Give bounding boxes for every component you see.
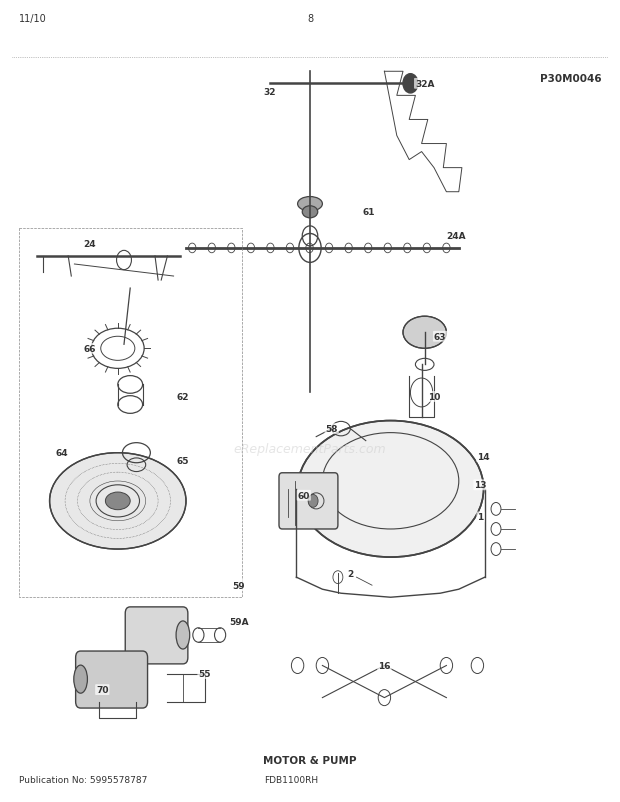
Text: 2: 2 xyxy=(347,569,353,578)
Text: 10: 10 xyxy=(428,392,440,402)
Text: 65: 65 xyxy=(177,456,189,466)
Ellipse shape xyxy=(105,492,130,510)
FancyBboxPatch shape xyxy=(125,607,188,664)
Text: 60: 60 xyxy=(298,491,310,500)
Text: 8: 8 xyxy=(307,14,313,24)
Text: 64: 64 xyxy=(56,448,68,458)
Text: 59A: 59A xyxy=(229,617,249,626)
Text: eReplacementParts.com: eReplacementParts.com xyxy=(234,443,386,456)
FancyBboxPatch shape xyxy=(76,651,148,708)
Text: 16: 16 xyxy=(378,661,391,670)
Ellipse shape xyxy=(303,206,317,218)
Text: 32A: 32A xyxy=(415,79,435,89)
FancyBboxPatch shape xyxy=(279,473,338,529)
Text: 1: 1 xyxy=(477,512,484,522)
Text: 32: 32 xyxy=(264,87,276,97)
Ellipse shape xyxy=(403,317,446,349)
Ellipse shape xyxy=(74,665,87,693)
Text: 62: 62 xyxy=(177,392,189,402)
Text: 24: 24 xyxy=(84,240,96,249)
Text: FDB1100RH: FDB1100RH xyxy=(264,775,319,784)
Text: MOTOR & PUMP: MOTOR & PUMP xyxy=(264,755,356,765)
Text: 61: 61 xyxy=(363,208,375,217)
Text: 63: 63 xyxy=(434,332,446,342)
Ellipse shape xyxy=(298,197,322,212)
Circle shape xyxy=(308,495,318,508)
Ellipse shape xyxy=(50,453,186,549)
Text: 66: 66 xyxy=(84,344,96,354)
Text: Publication No: 5995578787: Publication No: 5995578787 xyxy=(19,775,147,784)
Text: P30M0046: P30M0046 xyxy=(540,74,601,83)
Text: 11/10: 11/10 xyxy=(19,14,46,24)
Ellipse shape xyxy=(298,421,484,557)
Text: 59: 59 xyxy=(232,581,245,590)
Text: 24A: 24A xyxy=(446,232,466,241)
Text: 58: 58 xyxy=(326,424,338,434)
Text: 14: 14 xyxy=(477,452,490,462)
Text: 70: 70 xyxy=(96,685,108,695)
Text: 13: 13 xyxy=(474,480,487,490)
Ellipse shape xyxy=(176,621,190,650)
Text: 55: 55 xyxy=(198,669,211,678)
Circle shape xyxy=(403,75,418,94)
